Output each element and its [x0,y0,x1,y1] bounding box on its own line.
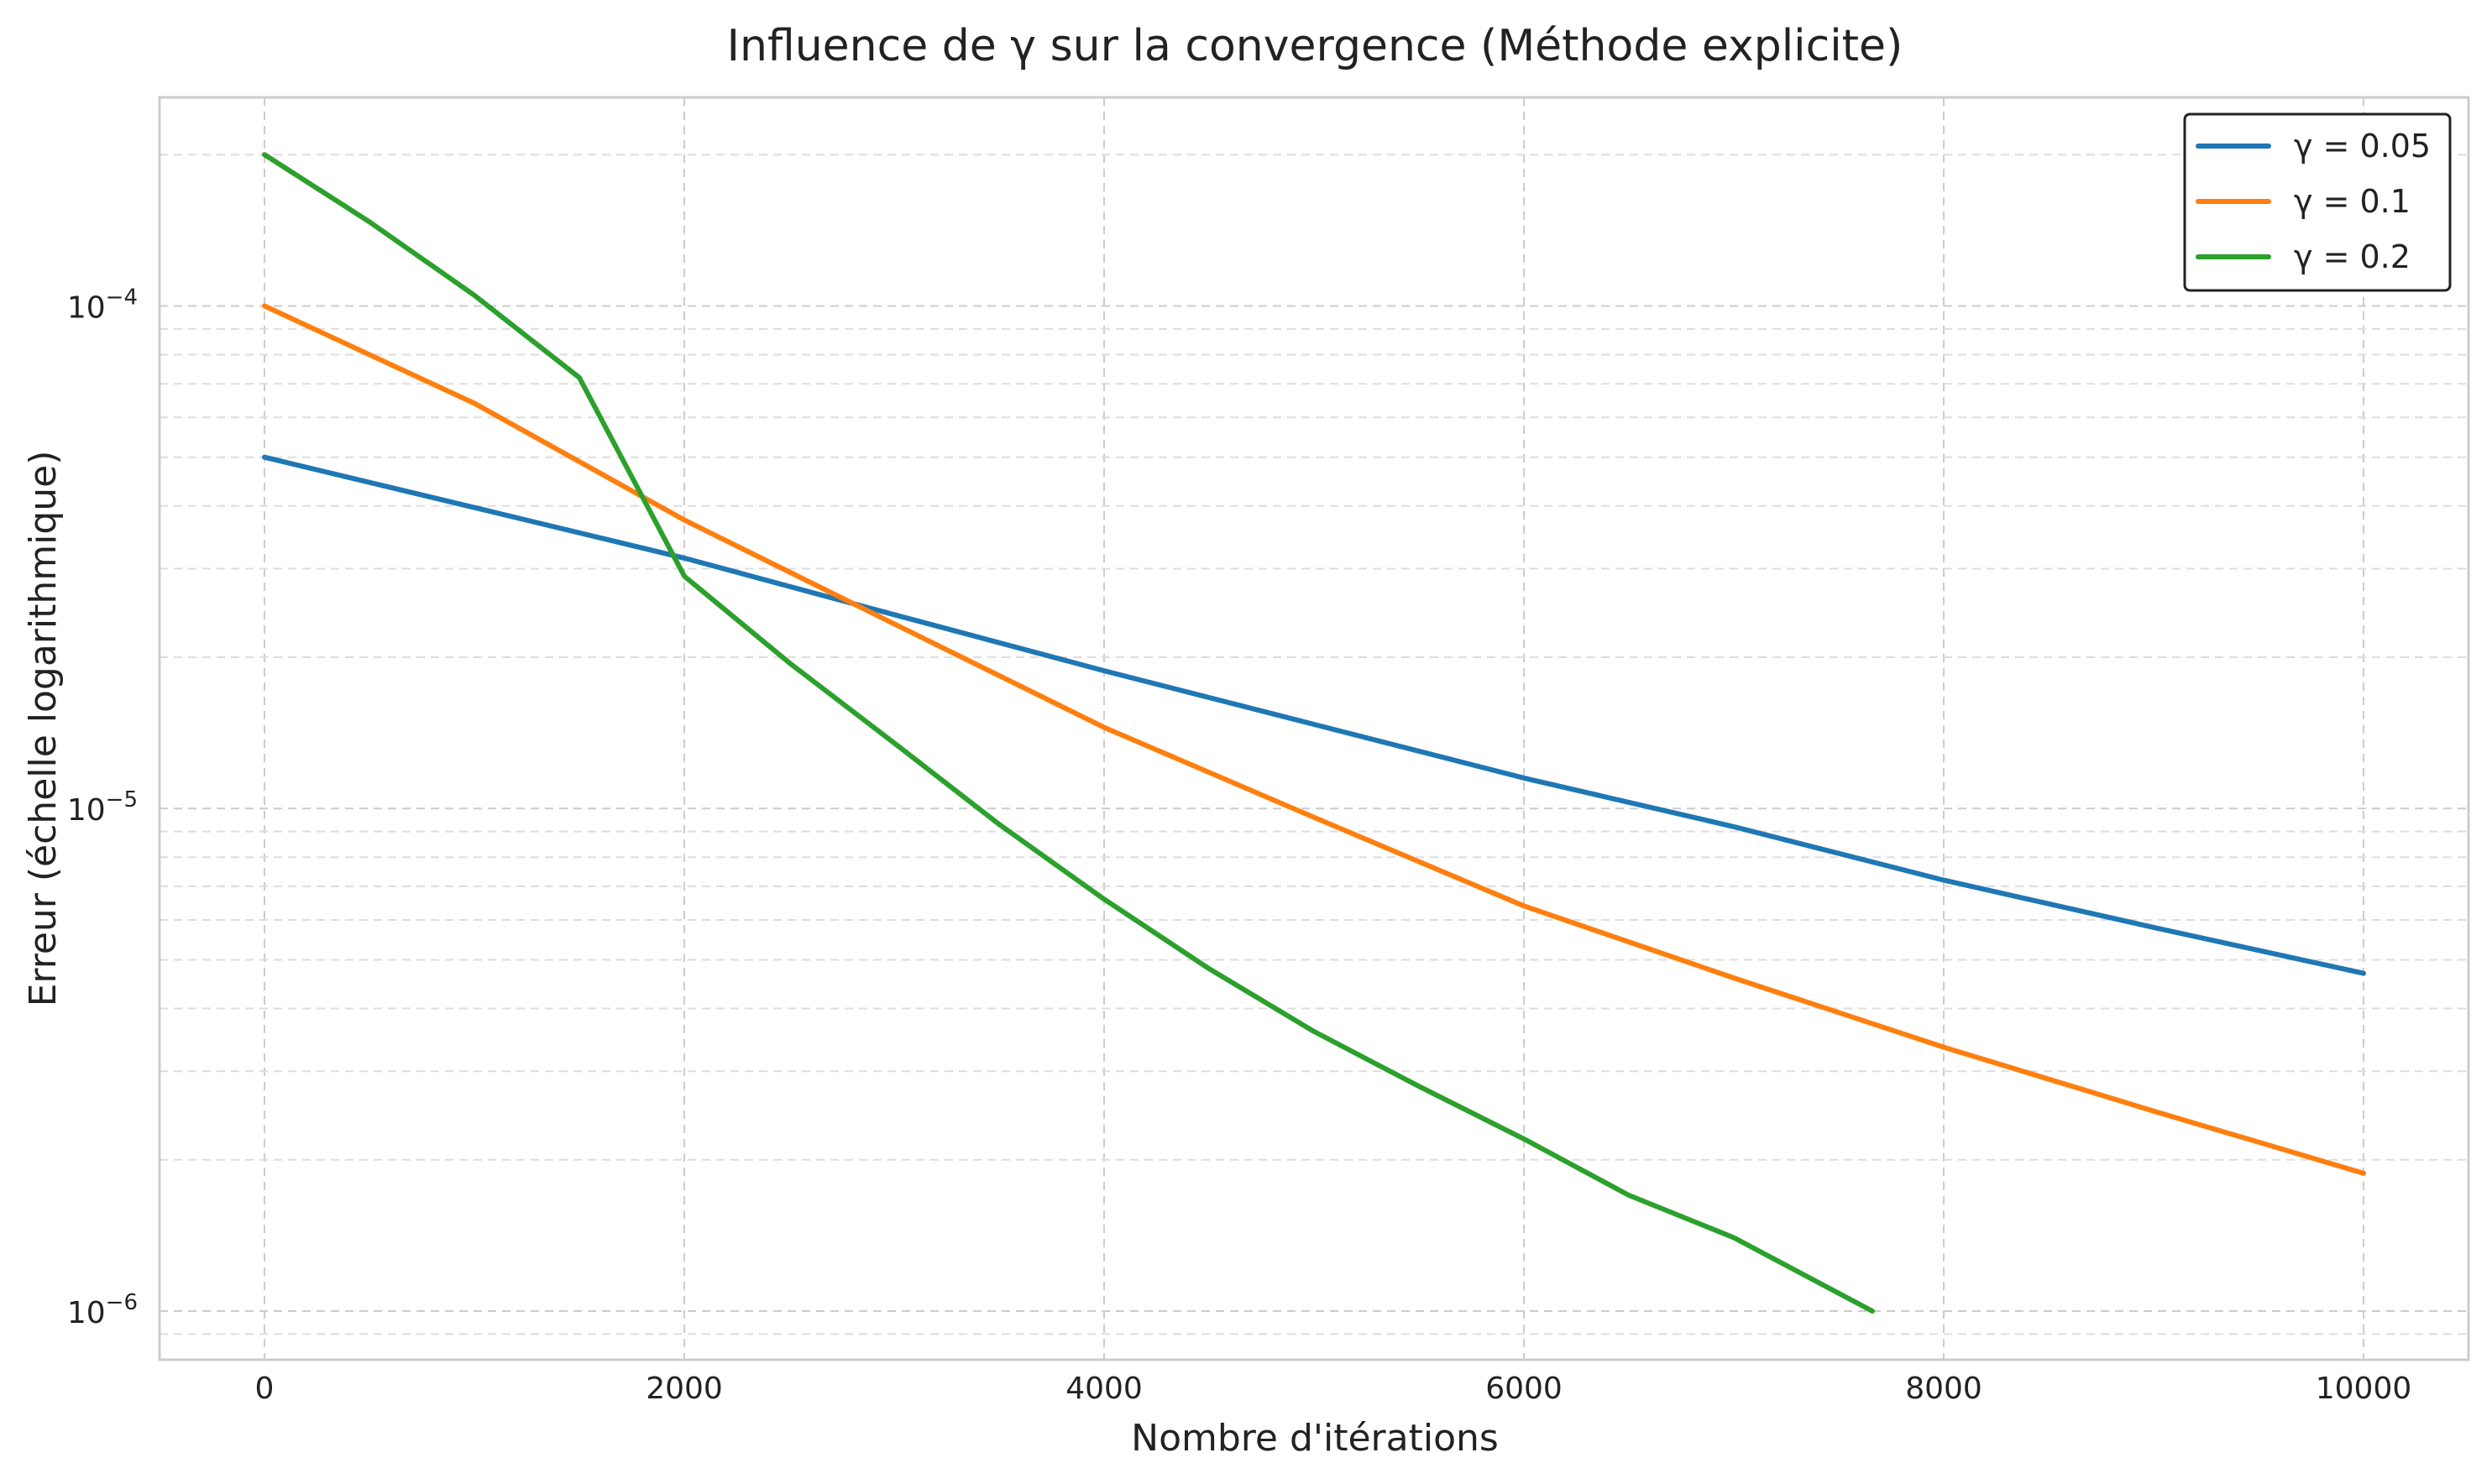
y-axis-label: Erreur (échelle logarithmique) [22,451,65,1007]
legend-box [2183,112,2452,292]
x-tick-label: 8000 [1905,1372,1982,1406]
x-axis-label: Nombre d'itérations [1131,1417,1499,1460]
legend-label-1: γ = 0.05 [2294,128,2431,165]
chart-title: Influence de γ sur la convergence (Métho… [727,21,1903,71]
x-tick-label: 10000 [2316,1372,2412,1406]
legend-label-3: γ = 0.2 [2294,238,2411,275]
series-line-3 [262,152,1875,1314]
y-tick-labels: 10−6 10−5 10−4 [67,285,138,1330]
x-tick-label: 6000 [1485,1372,1563,1406]
y-tick-label: 10−6 [67,1290,138,1330]
x-tick-labels: 0 2000 4000 6000 8000 10000 [255,1372,2412,1406]
series-line-2 [262,303,2366,1176]
x-tick-label: 0 [255,1372,275,1406]
y-tick-label: 10−5 [67,787,138,828]
series-layer [262,152,2366,1314]
x-tick-label: 2000 [646,1372,723,1406]
series-line-1 [262,454,2366,976]
legend: γ = 0.05 γ = 0.1 γ = 0.2 [2183,112,2452,292]
y-tick-label: 10−4 [67,285,138,325]
legend-label-2: γ = 0.1 [2294,183,2411,220]
x-tick-label: 4000 [1065,1372,1143,1406]
plot-area-frame [158,96,2470,1361]
